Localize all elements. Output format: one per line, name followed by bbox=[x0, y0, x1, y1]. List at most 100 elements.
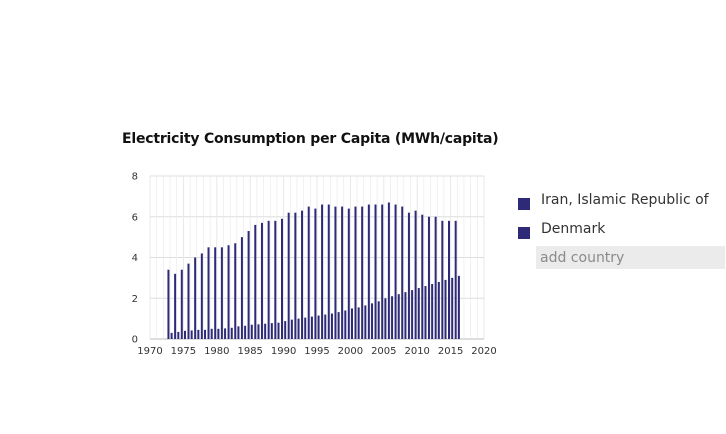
x-tick-label: 2015 bbox=[438, 346, 463, 357]
bar-denmark-1988 bbox=[267, 220, 270, 339]
bar-iran-islamic-republic-of-1994 bbox=[310, 316, 313, 339]
bar-denmark-1991 bbox=[287, 212, 290, 339]
bar-iran-islamic-republic-of-1989 bbox=[277, 322, 280, 339]
bar-iran-islamic-republic-of-1996 bbox=[324, 314, 327, 339]
bar-denmark-1985 bbox=[247, 231, 250, 339]
bar-iran-islamic-republic-of-1991 bbox=[290, 319, 293, 339]
bar-denmark-2016 bbox=[454, 220, 457, 339]
bar-denmark-1979 bbox=[207, 247, 210, 339]
bar-iran-islamic-republic-of-1986 bbox=[257, 324, 260, 339]
bar-denmark-1993 bbox=[301, 210, 304, 339]
bar-iran-islamic-republic-of-1974 bbox=[177, 331, 180, 339]
x-tick-label: 1990 bbox=[271, 346, 296, 357]
bar-iran-islamic-republic-of-1987 bbox=[264, 323, 267, 339]
bar-denmark-2012 bbox=[427, 216, 430, 339]
y-tick-label: 0 bbox=[132, 335, 138, 346]
bar-denmark-1999 bbox=[341, 206, 344, 339]
x-tick-label: 2000 bbox=[338, 346, 363, 357]
bar-denmark-1997 bbox=[327, 204, 330, 339]
bar-iran-islamic-republic-of-2005 bbox=[384, 298, 387, 339]
chart-title: Electricity Consumption per Capita (MWh/… bbox=[122, 131, 499, 147]
x-tick-label: 1995 bbox=[304, 346, 329, 357]
bar-denmark-1982 bbox=[227, 245, 230, 339]
bar-denmark-2001 bbox=[354, 206, 357, 339]
legend-item-iran[interactable]: Iran, Islamic Republic of bbox=[518, 190, 709, 210]
chart-bars bbox=[167, 202, 460, 339]
bar-denmark-1996 bbox=[321, 204, 324, 339]
bar-denmark-1994 bbox=[307, 206, 310, 339]
bar-denmark-1973 bbox=[167, 269, 170, 339]
chart-grid bbox=[149, 175, 485, 340]
bar-denmark-2005 bbox=[381, 204, 384, 339]
legend-item-denmark[interactable]: Denmark bbox=[518, 219, 605, 239]
y-tick-label: 8 bbox=[132, 172, 138, 183]
add-country-input[interactable] bbox=[536, 246, 725, 269]
bar-denmark-2010 bbox=[414, 210, 417, 339]
x-tick-label: 1980 bbox=[204, 346, 229, 357]
bar-iran-islamic-republic-of-1995 bbox=[317, 315, 320, 339]
bar-iran-islamic-republic-of-1977 bbox=[197, 329, 200, 339]
bar-iran-islamic-republic-of-1981 bbox=[224, 328, 227, 339]
bar-iran-islamic-republic-of-2011 bbox=[424, 286, 427, 339]
bar-iran-islamic-republic-of-2012 bbox=[431, 283, 434, 339]
bar-denmark-2014 bbox=[441, 220, 444, 339]
bar-iran-islamic-republic-of-1980 bbox=[217, 328, 220, 339]
bar-denmark-1978 bbox=[200, 253, 203, 339]
x-tick-label: 1985 bbox=[237, 346, 262, 357]
legend-swatch-denmark bbox=[518, 227, 530, 239]
legend-label-denmark: Denmark bbox=[541, 221, 606, 237]
x-axis-ticks: 1970 1975 1980 1985 1990 1995 2000 2005 2010 2015… bbox=[137, 346, 496, 357]
bar-iran-islamic-republic-of-1983 bbox=[237, 326, 240, 339]
bar-denmark-1983 bbox=[234, 243, 237, 339]
bar-iran-islamic-republic-of-2015 bbox=[451, 277, 454, 339]
bar-denmark-1990 bbox=[281, 218, 283, 339]
y-tick-label: 6 bbox=[132, 212, 138, 223]
bar-denmark-2002 bbox=[361, 206, 364, 339]
y-axis-ticks: 0 2 4 6 8 bbox=[132, 172, 138, 346]
bar-iran-islamic-republic-of-2006 bbox=[391, 296, 394, 339]
bar-iran-islamic-republic-of-1985 bbox=[250, 324, 253, 339]
x-tick-label: 1970 bbox=[137, 346, 162, 357]
bar-iran-islamic-republic-of-2003 bbox=[371, 303, 374, 339]
bar-denmark-1986 bbox=[254, 224, 257, 339]
bar-iran-islamic-republic-of-1973 bbox=[170, 332, 173, 339]
x-tick-label: 2010 bbox=[404, 346, 429, 357]
bar-iran-islamic-republic-of-2008 bbox=[404, 292, 407, 339]
legend-swatch-iran bbox=[518, 198, 530, 210]
bar-iran-islamic-republic-of-2001 bbox=[357, 307, 360, 339]
bar-iran-islamic-republic-of-1999 bbox=[344, 310, 347, 339]
y-tick-label: 4 bbox=[132, 253, 138, 264]
x-tick-label: 2020 bbox=[471, 346, 496, 357]
y-tick-label: 2 bbox=[132, 294, 138, 305]
bar-iran-islamic-republic-of-2002 bbox=[364, 305, 367, 339]
bar-iran-islamic-republic-of-2013 bbox=[437, 281, 440, 339]
bar-iran-islamic-republic-of-1997 bbox=[330, 313, 333, 339]
bar-iran-islamic-republic-of-2000 bbox=[351, 308, 353, 339]
bar-denmark-2006 bbox=[387, 202, 390, 339]
bar-denmark-1974 bbox=[174, 273, 177, 339]
bar-iran-islamic-republic-of-1988 bbox=[270, 323, 273, 339]
bar-denmark-2015 bbox=[448, 220, 450, 339]
bar-denmark-1980 bbox=[214, 247, 217, 339]
bar-denmark-1976 bbox=[187, 263, 190, 339]
x-tick-label: 2005 bbox=[371, 346, 396, 357]
bar-denmark-2011 bbox=[421, 214, 424, 339]
bar-iran-islamic-republic-of-1978 bbox=[204, 329, 207, 339]
bar-denmark-1998 bbox=[334, 206, 337, 339]
bar-denmark-1975 bbox=[180, 269, 183, 339]
bar-iran-islamic-republic-of-1998 bbox=[337, 312, 340, 339]
legend-label-iran: Iran, Islamic Republic of bbox=[541, 192, 709, 208]
bar-denmark-1995 bbox=[314, 208, 317, 339]
bar-denmark-1977 bbox=[194, 257, 197, 339]
bar-denmark-1992 bbox=[294, 212, 297, 339]
bar-denmark-2009 bbox=[407, 212, 410, 339]
bar-iran-islamic-republic-of-2009 bbox=[411, 290, 414, 339]
bar-denmark-2000 bbox=[347, 208, 350, 339]
bar-iran-islamic-republic-of-1979 bbox=[210, 328, 213, 339]
bar-iran-islamic-republic-of-1992 bbox=[297, 318, 300, 339]
bar-denmark-1989 bbox=[274, 220, 277, 339]
bar-iran-islamic-republic-of-2010 bbox=[417, 288, 420, 339]
bar-denmark-1984 bbox=[240, 237, 243, 339]
bar-iran-islamic-republic-of-1975 bbox=[184, 330, 186, 339]
